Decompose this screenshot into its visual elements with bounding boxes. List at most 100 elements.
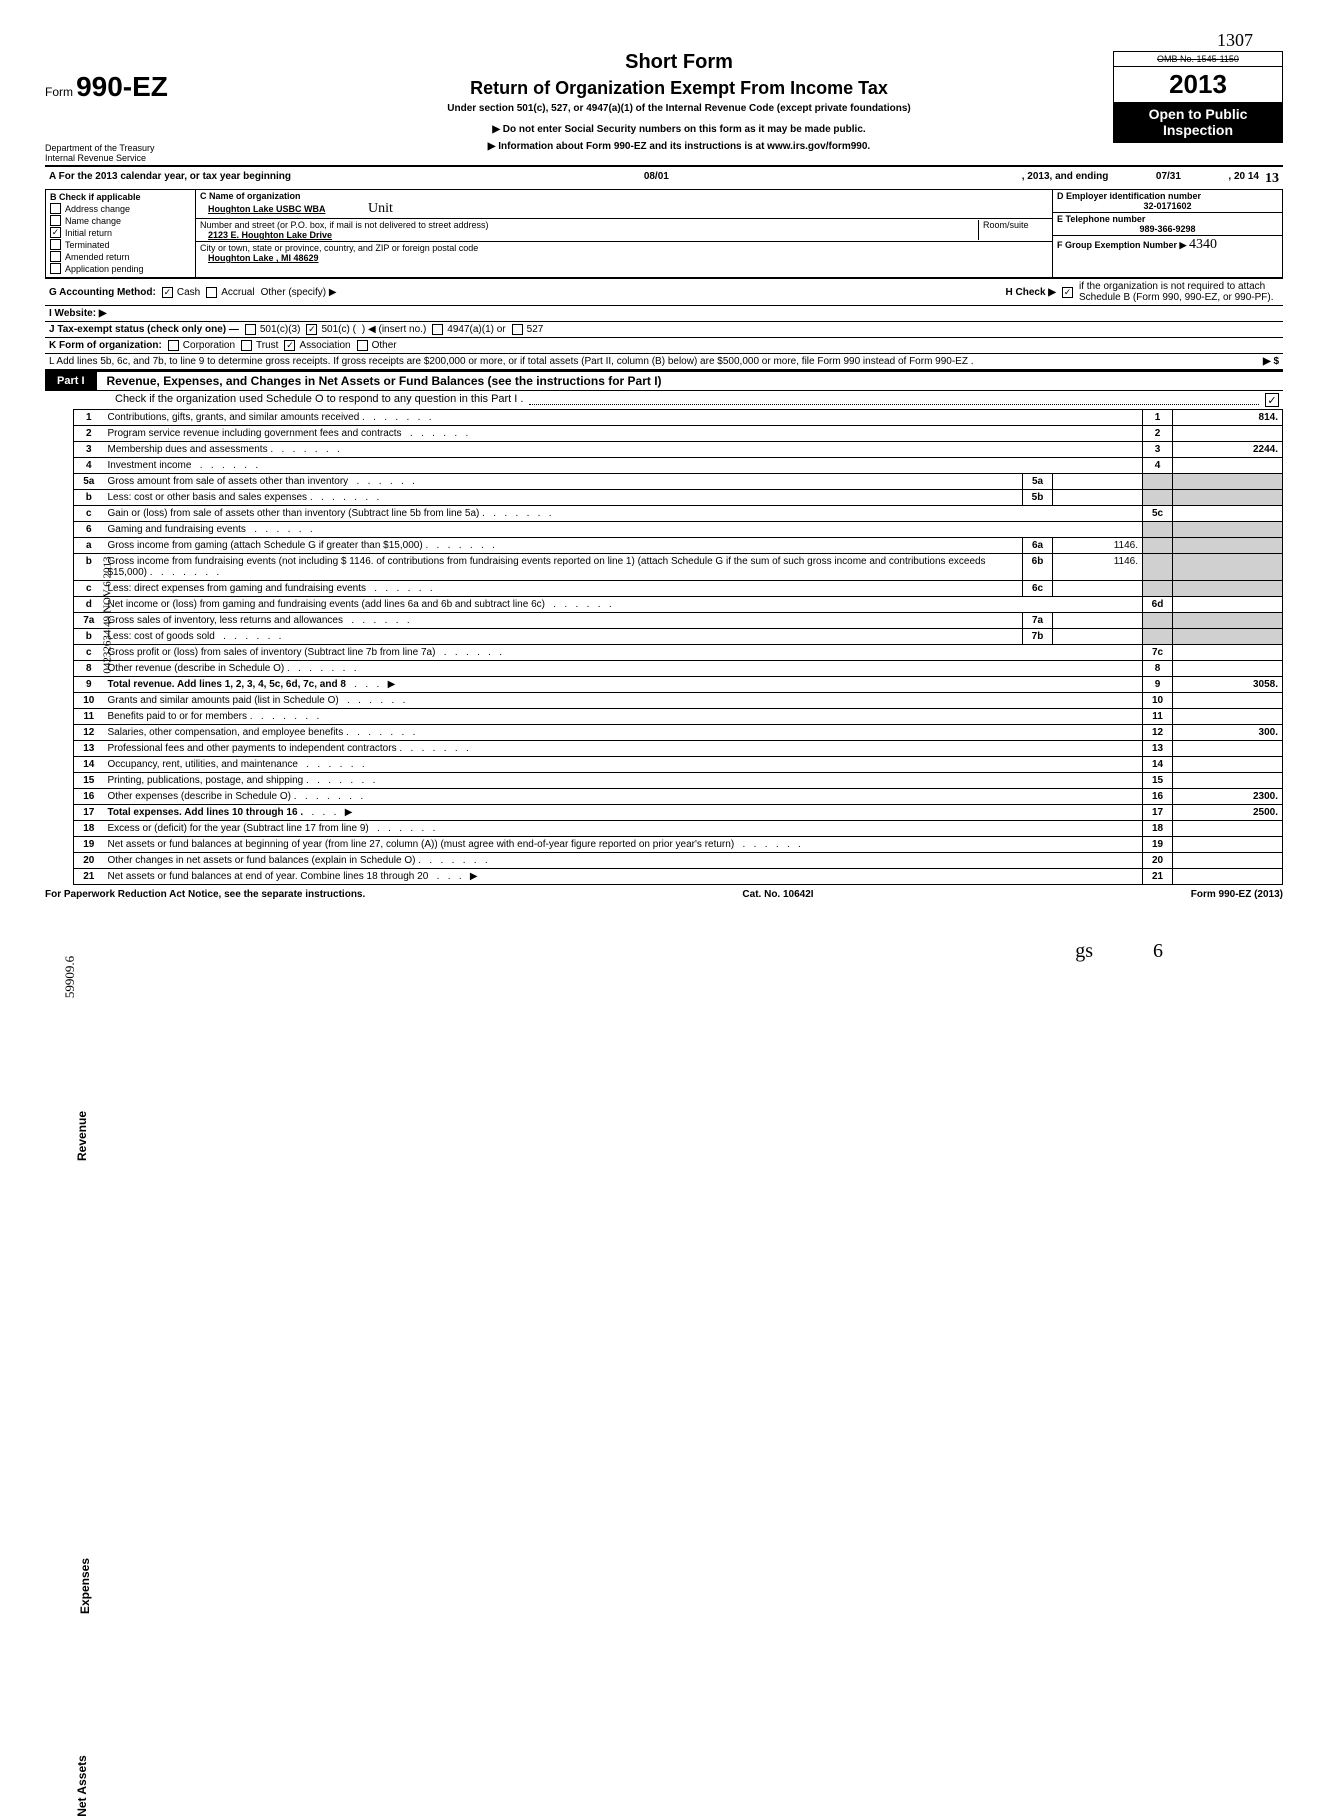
right-line-value xyxy=(1173,490,1283,506)
right-line-value xyxy=(1173,426,1283,442)
row-number: 9 xyxy=(74,677,104,693)
b-checkbox[interactable]: ✓ xyxy=(50,227,61,238)
right-line-number: 15 xyxy=(1143,773,1173,789)
table-row: 10Grants and similar amounts paid (list … xyxy=(74,693,1283,709)
city-label: City or town, state or province, country… xyxy=(200,243,1048,253)
j-527-checkbox[interactable] xyxy=(512,324,523,335)
e-phone: 989-366-9298 xyxy=(1057,224,1278,234)
handwritten-top-annotation: 1307 xyxy=(45,30,1283,51)
mid-line-value: 1146. xyxy=(1053,554,1143,581)
b-check-label: Terminated xyxy=(65,240,110,250)
k-assoc-checkbox[interactable]: ✓ xyxy=(284,340,295,351)
h-text: if the organization is not required to a… xyxy=(1079,281,1279,303)
table-row: cGain or (loss) from sale of assets othe… xyxy=(74,506,1283,522)
g-accrual-label: Accrual xyxy=(221,287,254,298)
row-desc: Less: direct expenses from gaming and fu… xyxy=(104,581,1023,597)
i-label: I Website: ▶ xyxy=(49,308,107,319)
g-cash-checkbox[interactable]: ✓ xyxy=(162,287,173,298)
right-line-value xyxy=(1173,741,1283,757)
left-margin-stamp-2: 04232634 49 NOV 6 2013 xyxy=(102,556,114,673)
row-desc: Gain or (loss) from sale of assets other… xyxy=(104,506,1143,522)
j-label: J Tax-exempt status (check only one) — xyxy=(49,324,239,335)
row-desc: Other changes in net assets or fund bala… xyxy=(104,853,1143,869)
under-section-text: Under section 501(c), 527, or 4947(a)(1)… xyxy=(265,103,1093,114)
g-accrual-checkbox[interactable] xyxy=(206,287,217,298)
k-corp-checkbox[interactable] xyxy=(168,340,179,351)
column-b-checkboxes: B Check if applicable Address changeName… xyxy=(46,190,196,277)
right-line-value xyxy=(1173,709,1283,725)
table-row: 1Contributions, gifts, grants, and simil… xyxy=(74,410,1283,426)
row-number: c xyxy=(74,506,104,522)
j-527-label: 527 xyxy=(527,324,544,335)
row-desc: Professional fees and other payments to … xyxy=(104,741,1143,757)
k-label: K Form of organization: xyxy=(49,340,162,351)
right-line-number: 7c xyxy=(1143,645,1173,661)
right-line-value xyxy=(1173,597,1283,613)
d-ein: 32-0171602 xyxy=(1057,201,1278,211)
year-prefix: 20 xyxy=(1169,69,1198,99)
b-check-item: Application pending xyxy=(50,263,191,274)
row-number: 14 xyxy=(74,757,104,773)
row-j: J Tax-exempt status (check only one) — 5… xyxy=(45,321,1283,337)
table-row: 3Membership dues and assessments . . . .… xyxy=(74,442,1283,458)
part1-sub-checkbox[interactable]: ✓ xyxy=(1265,393,1279,407)
right-line-number: 13 xyxy=(1143,741,1173,757)
street-row: Number and street (or P.O. box, if mail … xyxy=(196,219,1052,242)
right-line-number: 12 xyxy=(1143,725,1173,741)
mid-line-number: 5b xyxy=(1023,490,1053,506)
row-number: 20 xyxy=(74,853,104,869)
part1-title: Revenue, Expenses, and Changes in Net As… xyxy=(97,374,1283,388)
table-row: 14Occupancy, rent, utilities, and mainte… xyxy=(74,757,1283,773)
right-line-number xyxy=(1143,629,1173,645)
right-line-number: 18 xyxy=(1143,821,1173,837)
b-checkbox[interactable] xyxy=(50,215,61,226)
right-line-value: 2500. xyxy=(1173,805,1283,821)
right-line-value xyxy=(1173,821,1283,837)
table-row: 12Salaries, other compensation, and empl… xyxy=(74,725,1283,741)
table-row: 13Professional fees and other payments t… xyxy=(74,741,1283,757)
row-desc: Net assets or fund balances at end of ye… xyxy=(104,869,1143,885)
k-trust-label: Trust xyxy=(256,340,278,351)
open-to-public: Open to Public Inspection xyxy=(1114,102,1282,142)
row-number: d xyxy=(74,597,104,613)
b-checkbox[interactable] xyxy=(50,203,61,214)
h-checkbox[interactable]: ✓ xyxy=(1062,287,1073,298)
right-line-value: 3058. xyxy=(1173,677,1283,693)
right-line-value xyxy=(1173,629,1283,645)
line-a-end: 07/31 xyxy=(1108,171,1228,187)
d-label: D Employer identification number xyxy=(1057,191,1278,201)
right-line-number: 14 xyxy=(1143,757,1173,773)
right-line-value xyxy=(1173,458,1283,474)
mid-line-value xyxy=(1053,490,1143,506)
table-row: bLess: cost or other basis and sales exp… xyxy=(74,490,1283,506)
row-number: 21 xyxy=(74,869,104,885)
right-line-value xyxy=(1173,522,1283,538)
b-checkbox[interactable] xyxy=(50,239,61,250)
c-org-name: Houghton Lake USBC WBA xyxy=(208,204,326,214)
j-4947-checkbox[interactable] xyxy=(432,324,443,335)
right-line-value xyxy=(1173,613,1283,629)
row-desc: Printing, publications, postage, and shi… xyxy=(104,773,1143,789)
row-number: b xyxy=(74,629,104,645)
b-checkbox[interactable] xyxy=(50,263,61,274)
row-desc: Occupancy, rent, utilities, and maintena… xyxy=(104,757,1143,773)
b-check-item: Address change xyxy=(50,203,191,214)
row-number: 16 xyxy=(74,789,104,805)
row-number: 10 xyxy=(74,693,104,709)
side-label-expenses: Expenses xyxy=(78,1558,92,1614)
k-other-checkbox[interactable] xyxy=(357,340,368,351)
table-row: aGross income from gaming (attach Schedu… xyxy=(74,538,1283,554)
b-check-label: Application pending xyxy=(65,264,144,274)
k-trust-checkbox[interactable] xyxy=(241,340,252,351)
irs-label: Internal Revenue Service xyxy=(45,153,245,163)
b-checkbox[interactable] xyxy=(50,251,61,262)
row-number: 1 xyxy=(74,410,104,426)
mid-line-value: 1146. xyxy=(1053,538,1143,554)
table-row: 11Benefits paid to or for members . . . … xyxy=(74,709,1283,725)
j-501c3-checkbox[interactable] xyxy=(245,324,256,335)
table-row: 16Other expenses (describe in Schedule O… xyxy=(74,789,1283,805)
table-row: bLess: cost of goods sold . . . . . .7b xyxy=(74,629,1283,645)
j-501c-checkbox[interactable]: ✓ xyxy=(306,324,317,335)
mid-line-number: 6a xyxy=(1023,538,1053,554)
form-header-row: Form 990-EZ Department of the Treasury I… xyxy=(45,51,1283,163)
